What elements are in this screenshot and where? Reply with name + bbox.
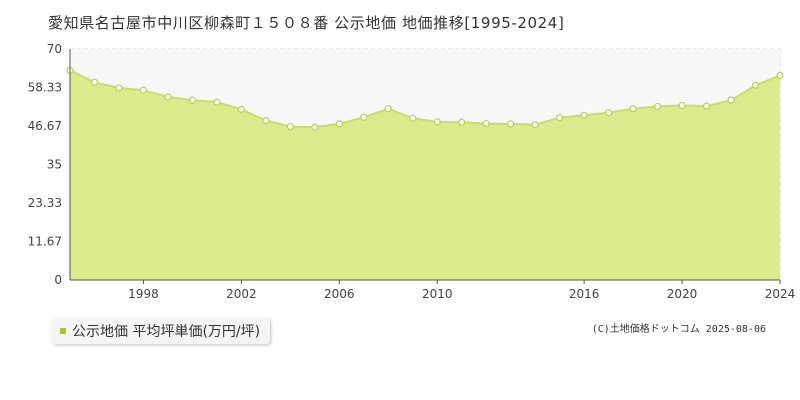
x-axis: 1998 2002 2006 2010 2016 2020 2024 [128, 280, 795, 301]
x-tick-label: 2010 [422, 287, 453, 301]
data-point [482, 119, 490, 128]
y-tick-label: 0 [54, 273, 62, 287]
y-tick-label: 70 [47, 42, 62, 56]
x-tick-label: 2024 [765, 287, 796, 301]
y-tick-label: 58.33 [28, 81, 62, 95]
data-point [776, 71, 784, 80]
chart-title: 愛知県名古屋市中川区柳森町１５０８番 公示地価 地価推移[1995-2024] [48, 14, 565, 32]
data-point [751, 81, 760, 89]
data-point [629, 105, 637, 113]
data-point [605, 109, 613, 117]
x-tick-label: 2002 [226, 287, 257, 301]
x-tick-label: 2020 [667, 287, 698, 301]
data-point [702, 102, 711, 110]
data-point [115, 84, 123, 92]
data-point [164, 93, 172, 101]
data-point [360, 113, 368, 121]
x-tick-label: 1998 [128, 287, 159, 301]
data-point [433, 118, 441, 126]
series-line [69, 69, 781, 129]
data-point [727, 96, 735, 104]
data-point [90, 78, 99, 86]
series-area [70, 70, 780, 281]
data-point [458, 118, 466, 126]
x-tick-label: 2016 [569, 287, 600, 301]
data-point [409, 114, 417, 122]
data-point [237, 105, 245, 113]
legend-label: 公示地価 平均坪単価(万円/坪) [72, 324, 261, 340]
y-tick-label: 35 [47, 158, 62, 172]
data-point [678, 101, 686, 110]
gap-area [70, 49, 780, 128]
y-tick-label: 11.67 [28, 234, 62, 248]
data-point [556, 114, 564, 122]
data-point [580, 111, 588, 119]
y-axis: 0 11.67 23.33 35 46.67 58.33 70 [28, 42, 62, 287]
data-point [139, 86, 148, 94]
legend: 公示地価 平均坪単価(万円/坪) [52, 318, 271, 344]
data-point [507, 120, 515, 128]
data-point [384, 105, 392, 113]
data-point [188, 96, 197, 104]
credit-text: (C)土地価格ドットコム 2025-08-06 [591, 324, 766, 335]
data-point [653, 102, 662, 111]
data-point [311, 123, 319, 131]
data-point [335, 120, 343, 128]
data-point [531, 120, 539, 129]
legend-swatch [60, 328, 66, 334]
data-points [66, 66, 784, 131]
data-point [262, 117, 270, 125]
data-point [213, 98, 221, 106]
x-tick-label: 2006 [324, 287, 355, 301]
y-tick-label: 23.33 [28, 196, 62, 210]
data-point [286, 122, 294, 131]
y-tick-label: 46.67 [28, 119, 62, 133]
